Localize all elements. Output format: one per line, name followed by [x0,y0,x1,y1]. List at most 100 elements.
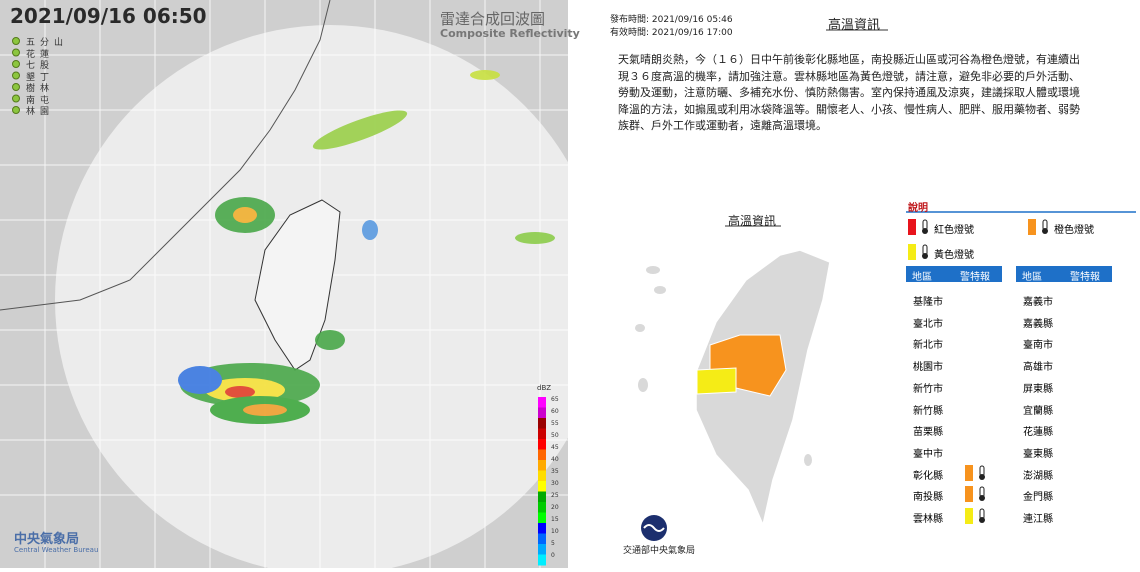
thermometer-icon [979,486,985,502]
county-name: 臺東縣 [1023,448,1053,460]
info-text: 天氣晴朗炎熱，今（１６）日中午前後彰化縣地區，南投縣近山區或河谷為橙色燈號，有連… [618,53,1080,132]
scale-swatch [538,397,546,408]
radar-subtitle: Composite Reflectivity [440,27,580,40]
legend-swatch [1028,219,1036,235]
logo-text-en: Central Weather Bureau [14,546,99,554]
footer: 交通部中央氣象局 [623,546,696,556]
thermo-bulb [922,228,928,234]
county-name: 臺北市 [913,318,943,330]
station-label: 花蓮 [26,49,55,60]
thermometer-icon [922,219,928,234]
station-label: 七股 [26,61,55,71]
county-name: 新竹縣 [913,405,943,417]
scale-tick-label: 45 [551,444,559,451]
scale-swatch [538,460,546,471]
thermometer-icon [979,508,985,523]
thermo-bulb [979,495,985,502]
station-label: 南屯 [26,95,55,106]
radar-timestamp: 2021/09/16 06:50 [10,4,207,28]
table-header: 警特報 [1070,272,1100,283]
station-label: 五分山 [26,38,69,48]
legend-swatch [908,244,916,260]
county-name: 嘉義縣 [1023,318,1053,330]
scale-swatch [538,491,546,503]
scale-swatch [538,554,546,566]
table-header: 警特報 [960,272,990,283]
county-name: 新北市 [913,340,943,352]
scale-swatch [538,481,546,492]
scale-tick-label: 0 [551,552,555,559]
county-name: 新竹市 [913,383,943,395]
county-name: 彰化縣 [913,470,943,482]
thermo-bulb [922,253,928,259]
radar-map [0,0,605,572]
county-name: 花蓮縣 [1023,427,1053,439]
thermo-bulb [979,517,985,523]
scale-swatch [538,523,546,534]
scale-swatch [538,439,546,450]
county-name: 澎湖縣 [1023,470,1053,482]
thermometer-icon [979,465,985,480]
station-dot [12,83,20,91]
county-warning [965,464,973,481]
scale-tick-label: 10 [551,528,559,535]
scale-swatch [538,470,546,482]
legend-swatch [908,219,916,235]
table-header: 地區 [1022,272,1042,283]
info-panel: 發布時間: 2021/09/16 05:46 有效時間: 2021/09/16 … [568,0,1140,568]
station-dot [12,71,20,80]
map-title: 高溫資訊 [728,214,777,228]
scale-swatch [538,502,546,513]
scale-swatch [538,512,546,524]
scale-tick-label: 55 [551,420,559,427]
scale-tick-label: 65 [551,396,559,403]
scale-swatch [538,544,546,555]
station-label: 林園 [26,107,55,117]
scale-swatch [538,428,546,440]
radar-panel: 2021/09/16 06:50 雷達合成回波圖 Composite Refle… [0,0,605,572]
legend-label: 紅色燈號 [934,225,974,236]
scale-swatch [538,418,546,429]
county-name: 宜蘭縣 [1023,405,1053,417]
scale-tick-label: 25 [551,492,559,499]
scale-tick-label: 20 [551,504,559,511]
county-name: 基隆市 [913,297,943,308]
scale-swatch [538,407,546,419]
valid-time: 有效時間: 2021/09/16 17:00 [610,28,733,38]
station-dot [12,60,20,68]
scale-swatch [538,533,546,545]
station-dot [12,94,20,103]
scale-tick-label: 30 [551,480,559,487]
table-header: 地區 [912,272,932,283]
station-dot [12,106,20,114]
warning-map [635,29,1136,541]
scale-unit: dBZ [537,384,552,392]
county-name: 苗栗縣 [913,427,943,439]
county-name: 臺中市 [913,448,943,460]
table-header-bar [906,266,1002,282]
thermo-bulb [1042,228,1048,234]
radar-title: 雷達合成回波圖 [440,10,546,28]
info-dynamic: 紅色燈號 橙色燈號 黃色燈號 地區 警特報 基隆市 臺北市 新北市 桃園市 新竹市 新竹縣 苗栗縣 臺中… [568,0,1140,568]
station-dot [12,48,20,57]
county-name: 雲林縣 [913,514,943,525]
thermometer-icon [1042,219,1048,234]
scale-tick-label: 15 [551,516,559,523]
issued-time: 發布時間: 2021/09/16 05:46 [610,15,733,25]
thermo-bulb [979,473,985,480]
table-header-bar [1016,266,1112,282]
legend-title: 說明 [908,203,928,214]
scale-tick-label: 35 [551,468,559,475]
legend-label: 橙色燈號 [1054,225,1094,236]
county-warning [965,486,973,503]
county-name: 南投縣 [913,492,943,504]
scale-tick-label: 50 [551,432,559,439]
info-title: 高溫資訊 [828,18,881,33]
county-name: 屏東縣 [1023,383,1053,395]
legend-label: 黃色燈號 [934,250,974,261]
county-name: 高雄市 [1023,362,1053,374]
thermometer-icon [922,244,928,259]
county-name: 嘉義市 [1023,297,1053,308]
scale-tick-label: 40 [551,456,559,463]
